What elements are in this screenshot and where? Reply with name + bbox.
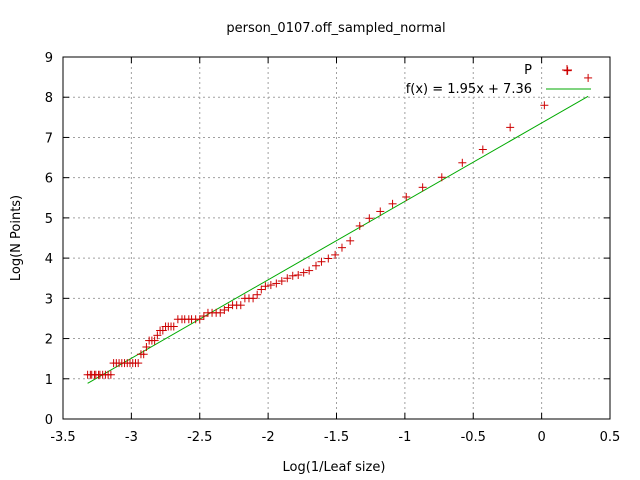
x-tick-label: -0.5 [461,430,486,445]
data-point [272,279,281,288]
y-axis-label: Log(N Points) [9,195,24,281]
y-tick-label: 9 [45,51,53,66]
data-points [83,66,593,379]
data-point [134,359,143,368]
data-point [337,243,346,252]
data-point [478,145,487,154]
data-point [288,271,297,280]
data-point [376,207,385,216]
x-tick-label: -2 [262,430,275,445]
data-point [317,257,326,266]
data-point [249,294,258,303]
chart-title: person_0107.off_sampled_normal [226,21,445,36]
data-point [283,274,292,283]
y-tick-label: 2 [45,333,53,348]
data-point [139,350,148,359]
y-tick-label: 4 [45,252,53,267]
data-point [169,322,178,331]
data-point [437,173,446,182]
data-point [153,331,162,340]
legend: P f(x) = 1.95x + 7.36 [406,63,591,97]
x-tick-labels: -3.5 -3 -2.5 -2 -1.5 -1 -0.5 0 0.5 [50,430,620,445]
data-point [584,73,593,82]
data-point [324,254,333,263]
data-point [257,285,266,294]
y-tick-label: 6 [45,172,53,187]
data-point [216,308,225,317]
data-point [299,268,308,277]
data-point [253,290,262,299]
x-tick-label: -3.5 [50,430,75,445]
x-tick-label: -3 [125,430,138,445]
grid [63,57,610,419]
legend-label-fit: f(x) = 1.95x + 7.36 [406,82,532,97]
data-point [220,305,229,314]
data-point [150,336,159,345]
x-tick-label: 0 [537,430,545,445]
data-point [305,266,314,275]
data-point [311,261,320,270]
y-tick-labels: 0 1 2 3 4 5 6 7 8 9 [45,51,53,428]
data-point [294,271,303,280]
x-tick-label: -1.5 [324,430,349,445]
data-point [106,370,115,379]
y-tick-label: 3 [45,292,53,307]
data-point [540,101,549,110]
x-axis-label: Log(1/Leaf size) [283,460,386,475]
data-point [158,326,167,335]
data-point [355,221,364,230]
data-point [195,315,204,324]
data-point [331,250,340,259]
data-point [458,158,467,167]
data-point [418,183,427,192]
data-point [224,303,233,312]
data-point [388,199,397,208]
data-point [277,277,286,286]
data-point [346,236,355,245]
data-point [266,281,275,290]
data-point [236,301,245,310]
legend-label-points: P [524,63,532,78]
data-point [142,343,151,352]
data-point [199,312,208,321]
data-point [261,282,270,291]
data-point [563,66,572,75]
legend-marker-points [562,65,572,75]
fit-line [87,95,589,384]
y-tick-label: 5 [45,212,53,227]
ticks [62,56,611,420]
y-tick-label: 8 [45,91,53,106]
x-tick-label: -2.5 [187,430,212,445]
y-tick-label: 0 [45,413,53,428]
x-tick-label: -1 [398,430,411,445]
data-point [402,192,411,201]
y-tick-label: 1 [45,373,53,388]
data-point [506,123,515,132]
fit-line-group [87,95,589,384]
y-tick-label: 7 [45,131,53,146]
x-tick-label: 0.5 [600,430,621,445]
data-point [365,214,374,223]
